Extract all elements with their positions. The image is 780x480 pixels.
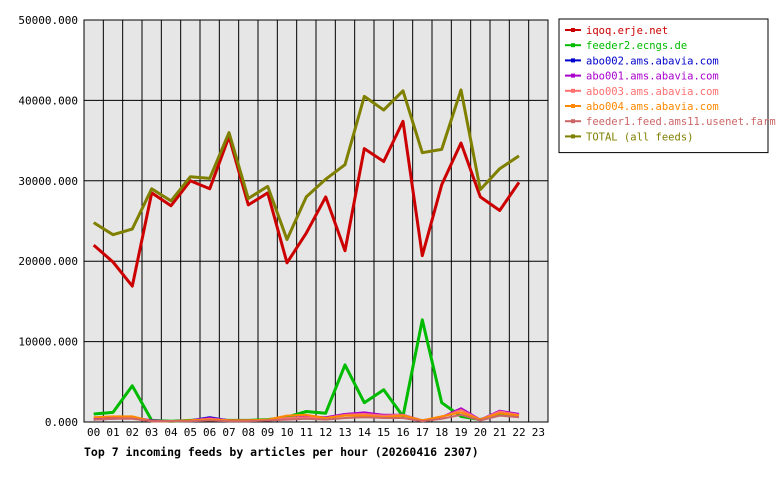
series-lines	[92, 88, 521, 423]
x-tick-label: 20	[474, 426, 487, 439]
x-tick-label: 14	[358, 426, 372, 439]
legend-entry: feeder1.feed.ams11.usenet.farm	[586, 116, 776, 128]
legend-entry: feeder2.ecngs.de	[586, 40, 687, 52]
legend-box	[558, 18, 769, 154]
legend-marker	[571, 43, 575, 48]
x-axis: 00 01 02 03 04 05 06 07 08 09 10 11 12 13 14 15 16 17 18 19…	[87, 426, 545, 439]
x-tick-label: 00	[87, 426, 100, 439]
legend-marker	[571, 88, 575, 93]
x-tick-label: 04	[164, 426, 178, 439]
y-tick-label: 50000.000	[18, 14, 78, 27]
x-tick-label: 18	[435, 426, 448, 439]
legend-marker	[571, 119, 575, 124]
series-line-7	[92, 88, 520, 241]
legend: iqoq.erje.net feeder2.ecngs.de abo002.ams.…	[558, 18, 776, 154]
x-tick-label: 12	[319, 426, 332, 439]
y-tick-label: 40000.000	[18, 94, 78, 107]
y-axis: 0.000 10000.000 20000.000 30000.000 40000.00…	[18, 14, 78, 429]
x-tick-label: 17	[416, 426, 429, 439]
legend-entry: abo003.ams.abavia.com	[586, 86, 719, 98]
y-tick-label: 10000.000	[18, 336, 78, 349]
x-tick-label: 02	[126, 426, 139, 439]
legend-marker	[571, 58, 575, 63]
legend-marker	[571, 134, 575, 139]
legend-marker	[571, 28, 575, 32]
x-tick-label: 08	[242, 426, 255, 439]
series-line-6	[93, 413, 520, 423]
y-tick-label: 0.000	[45, 416, 78, 429]
x-tick-label: 01	[106, 426, 119, 439]
x-tick-label: 09	[261, 426, 274, 439]
legend-entry: abo001.ams.abavia.com	[586, 71, 719, 83]
legend-entry: iqoq.erje.net	[586, 25, 668, 37]
legend-entry: TOTAL (all feeds)	[586, 131, 693, 143]
x-tick-label: 10	[280, 426, 293, 439]
x-tick-label: 19	[454, 426, 467, 439]
y-tick-label: 30000.000	[18, 175, 78, 188]
x-tick-label: 21	[493, 426, 506, 439]
legend-entry: abo002.ams.abavia.com	[586, 55, 719, 67]
x-tick-label: 16	[396, 426, 409, 439]
x-tick-label: 23	[532, 426, 545, 439]
x-tick-label: 13	[338, 426, 351, 439]
series-line-0	[92, 119, 521, 288]
legend-entry: abo004.ams.abavia.com	[586, 101, 719, 113]
x-tick-label: 11	[300, 426, 313, 439]
x-tick-label: 07	[222, 426, 235, 439]
x-tick-label: 15	[377, 426, 390, 439]
x-tick-label: 22	[512, 426, 525, 439]
legend-marker	[571, 73, 575, 78]
x-tick-label: 05	[184, 426, 197, 439]
x-tick-label: 06	[203, 426, 216, 439]
legend-marker	[571, 104, 575, 108]
x-tick-label: 03	[145, 426, 158, 439]
chart-title: Top 7 incoming feeds by articles per hou…	[84, 445, 479, 459]
grid	[84, 19, 548, 423]
y-tick-label: 20000.000	[18, 255, 78, 268]
